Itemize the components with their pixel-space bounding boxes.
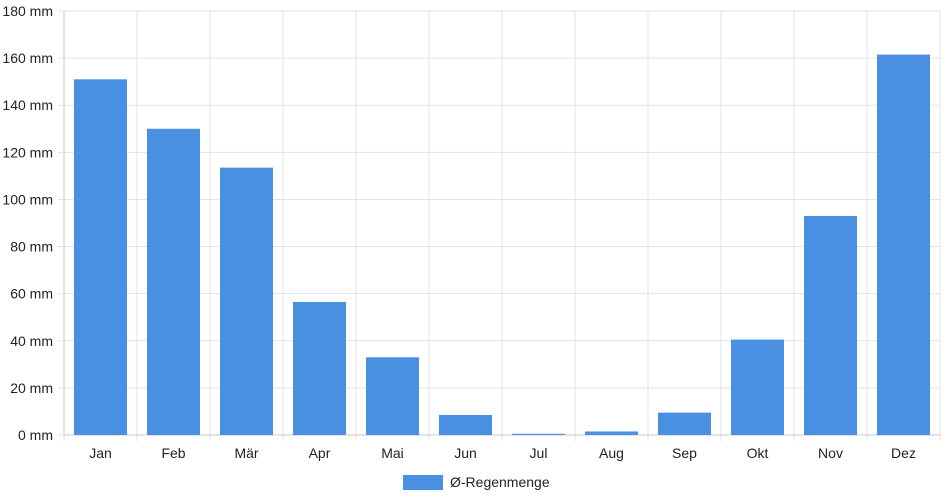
y-tick-label: 40 mm bbox=[10, 333, 53, 349]
x-tick-label: Okt bbox=[747, 445, 769, 461]
y-axis: 0 mm 20 mm 40 mm 60 mm 80 mm 100 mm 120 mm 140 … bbox=[2, 3, 65, 443]
bar[interactable] bbox=[220, 167, 273, 435]
y-tick-label: 120 mm bbox=[2, 144, 53, 160]
legend-swatch bbox=[403, 475, 443, 490]
bar[interactable] bbox=[877, 54, 930, 435]
y-tick-label: 0 mm bbox=[18, 427, 53, 443]
bar[interactable] bbox=[293, 301, 346, 435]
x-tick-label: Jan bbox=[89, 445, 112, 461]
y-tick-label: 160 mm bbox=[2, 50, 53, 66]
x-tick-label: Aug bbox=[599, 445, 624, 461]
x-tick-label: Mär bbox=[234, 445, 258, 461]
bar[interactable] bbox=[439, 414, 492, 435]
bar[interactable] bbox=[658, 412, 711, 435]
bar[interactable] bbox=[804, 215, 857, 435]
y-tick-label: 80 mm bbox=[10, 239, 53, 255]
bar[interactable] bbox=[512, 433, 565, 435]
bar[interactable] bbox=[366, 357, 419, 435]
bar[interactable] bbox=[147, 128, 200, 435]
bars bbox=[74, 54, 930, 436]
x-tick-label: Mai bbox=[381, 445, 404, 461]
y-tick-label: 180 mm bbox=[2, 3, 53, 19]
bar[interactable] bbox=[74, 79, 127, 436]
legend-label: Ø-Regenmenge bbox=[450, 474, 550, 490]
x-tick-label: Dez bbox=[891, 445, 916, 461]
x-tick-label: Nov bbox=[818, 445, 843, 461]
y-tick-label: 60 mm bbox=[10, 286, 53, 302]
y-tick-label: 140 mm bbox=[2, 97, 53, 113]
x-tick-label: Jul bbox=[530, 445, 548, 461]
x-tick-label: Sep bbox=[672, 445, 697, 461]
y-tick-label: 100 mm bbox=[2, 191, 53, 207]
x-axis: Jan Feb Mär Apr Mai Jun Jul Aug Sep Okt Nov Dez bbox=[64, 434, 940, 461]
legend[interactable]: Ø-Regenmenge bbox=[403, 474, 550, 490]
y-tick-label: 20 mm bbox=[10, 380, 53, 396]
x-tick-label: Jun bbox=[454, 445, 477, 461]
bar[interactable] bbox=[585, 431, 638, 435]
x-tick-label: Apr bbox=[309, 445, 331, 461]
bar[interactable] bbox=[731, 339, 784, 435]
x-tick-label: Feb bbox=[161, 445, 185, 461]
